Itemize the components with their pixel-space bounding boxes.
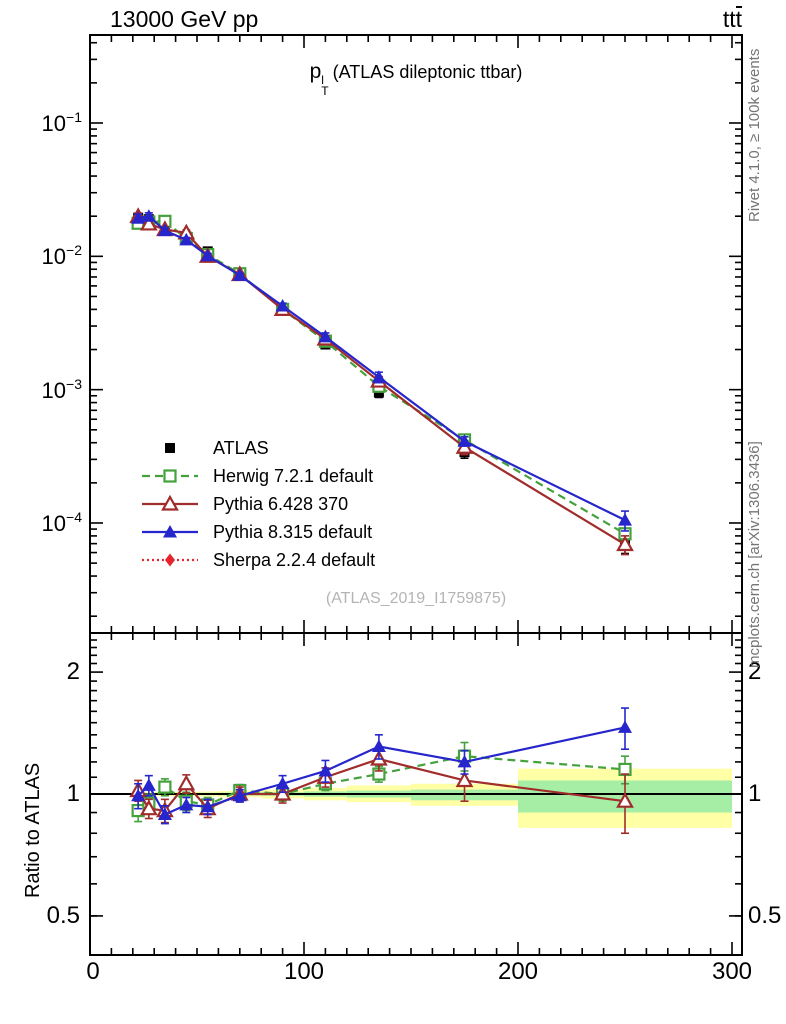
mcplots-arxiv-note: mcplots.cern.ch [arXiv:1306.3436] <box>746 441 763 668</box>
ratio-y-tick-1-right: 1 <box>748 780 762 807</box>
ratio-y-tick-2-right: 2 <box>748 658 762 685</box>
x-tick-0: 0 <box>86 958 100 985</box>
ratio-y-tick-1-left: 1 <box>66 780 80 807</box>
x-tick-300: 300 <box>711 958 753 985</box>
herwig-marker-icon <box>142 469 198 483</box>
main-y-tick-1e-3: 10−3 <box>41 376 82 403</box>
observable-title: p l T (ATLAS dileptonic ttbar) <box>309 60 523 98</box>
ratio-y-tick-2-left: 2 <box>66 658 80 685</box>
legend-item-atlas: ATLAS <box>140 434 375 462</box>
main-y-tick-1e-1: 10−1 <box>41 109 82 136</box>
pythia6-marker-icon <box>142 494 198 511</box>
legend-item-pythia8: Pythia 8.315 default <box>140 518 375 546</box>
process-label: ttt <box>722 6 742 32</box>
rivet-version-note: Rivet 4.1.0, ≥ 100k events <box>746 48 763 222</box>
legend-label: ATLAS <box>213 437 269 458</box>
legend-label: Pythia 6.428 370 <box>213 493 349 514</box>
ratio-y-tick-05-right: 0.5 <box>748 902 782 929</box>
main-y-tick-1e-4: 10−4 <box>41 509 82 536</box>
legend-label: Pythia 8.315 default <box>213 521 373 542</box>
x-tick-100: 100 <box>283 958 325 985</box>
collision-energy-label: 13000 GeV pp <box>110 6 259 32</box>
legend-label: Sherpa 2.2.4 default <box>213 549 376 570</box>
main-y-tick-1e-2: 10−2 <box>41 242 82 269</box>
legend-item-sherpa: Sherpa 2.2.4 default <box>140 546 375 574</box>
legend-label: Herwig 7.2.1 default <box>213 465 374 486</box>
tbar-overline: t <box>735 6 742 32</box>
analysis-id-watermark: (ATLAS_2019_I1759875) <box>325 590 507 607</box>
legend-item-herwig: Herwig 7.2.1 default <box>140 462 375 490</box>
ratio-axis-label: Ratio to ATLAS <box>22 762 44 898</box>
legend: ATLAS Herwig 7.2.1 default Pythia 6.428 … <box>140 434 375 574</box>
pythia8-marker-icon <box>142 525 198 538</box>
legend-item-pythia6: Pythia 6.428 370 <box>140 490 375 518</box>
sherpa-marker-icon <box>142 553 198 567</box>
x-tick-200: 200 <box>497 958 539 985</box>
atlas-marker-icon <box>165 443 175 453</box>
ratio-y-tick-05-left: 0.5 <box>46 902 80 929</box>
